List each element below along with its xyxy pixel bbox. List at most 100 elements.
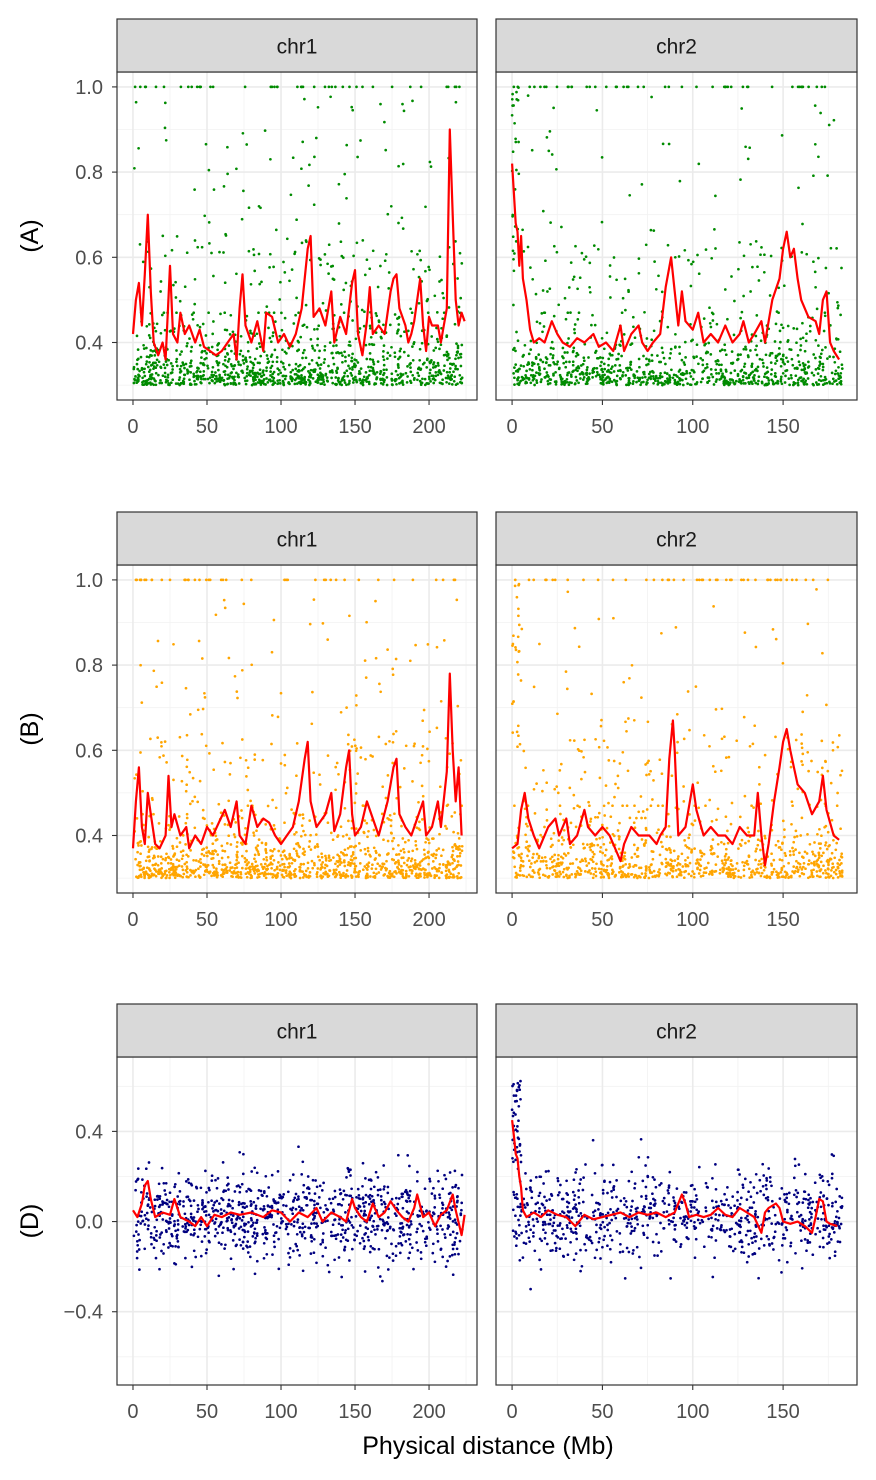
- data-point: [376, 862, 380, 866]
- data-point: [401, 872, 404, 875]
- data-point: [408, 659, 412, 663]
- data-point: [319, 363, 323, 366]
- data-point: [359, 367, 363, 370]
- data-point: [456, 344, 460, 348]
- data-point: [205, 865, 208, 869]
- data-point: [748, 146, 752, 150]
- data-point: [268, 252, 272, 256]
- data-point: [663, 85, 667, 89]
- data-point: [801, 710, 805, 714]
- data-point: [154, 874, 158, 878]
- data-point: [256, 844, 260, 847]
- data-point: [308, 819, 312, 822]
- data-point: [324, 863, 327, 867]
- data-point: [562, 867, 566, 871]
- data-point: [770, 85, 774, 89]
- data-point: [758, 859, 761, 863]
- data-point: [437, 370, 440, 374]
- data-point: [514, 871, 518, 875]
- data-point: [550, 153, 554, 156]
- data-point: [597, 617, 601, 621]
- data-point: [444, 736, 448, 740]
- data-point: [137, 146, 140, 150]
- data-point: [729, 875, 733, 879]
- data-point: [545, 863, 548, 867]
- data-point: [594, 737, 597, 741]
- data-point: [196, 245, 200, 249]
- data-point: [835, 382, 839, 386]
- data-point: [649, 769, 652, 773]
- data-point: [340, 379, 344, 382]
- data-point: [241, 843, 244, 846]
- data-point: [713, 770, 717, 774]
- data-point: [395, 796, 399, 800]
- data-point: [583, 870, 587, 873]
- data-point: [711, 85, 714, 89]
- data-point: [836, 876, 840, 879]
- data-point: [652, 779, 655, 782]
- data-point: [146, 855, 150, 859]
- data-point: [321, 861, 325, 864]
- data-point: [641, 810, 645, 813]
- data-point: [644, 865, 648, 868]
- data-point: [531, 856, 535, 859]
- data-point: [393, 378, 397, 382]
- data-point: [529, 381, 533, 385]
- data-point: [190, 870, 194, 874]
- data-point: [527, 873, 531, 877]
- data-point: [556, 712, 559, 716]
- data-point: [327, 364, 330, 368]
- data-point: [293, 833, 296, 836]
- data-point: [292, 847, 296, 851]
- data-point: [294, 867, 297, 871]
- data-point: [363, 659, 367, 662]
- data-point: [264, 849, 268, 852]
- data-point: [143, 876, 146, 880]
- data-point: [649, 863, 653, 867]
- data-point: [807, 365, 811, 368]
- data-point: [361, 382, 364, 386]
- data-point: [513, 346, 516, 350]
- data-point: [810, 871, 814, 875]
- data-point: [373, 874, 377, 878]
- data-point: [331, 838, 335, 842]
- data-point: [249, 799, 252, 803]
- data-point: [172, 778, 175, 782]
- data-point: [397, 366, 400, 369]
- data-point: [358, 862, 362, 865]
- data-point: [714, 368, 718, 372]
- data-point: [363, 847, 367, 851]
- data-point: [320, 852, 323, 856]
- data-point: [300, 374, 303, 377]
- data-point: [614, 782, 617, 786]
- data-point: [615, 383, 619, 387]
- data-point: [156, 639, 160, 643]
- data-point: [179, 85, 183, 89]
- data-point: [545, 361, 548, 364]
- data-point: [806, 377, 810, 380]
- y-tick-label: 0.4: [75, 825, 103, 847]
- data-point: [340, 254, 344, 258]
- data-point: [227, 656, 231, 660]
- data-point: [318, 773, 321, 777]
- data-point: [657, 870, 660, 874]
- data-point: [621, 804, 624, 808]
- data-point: [245, 858, 249, 862]
- data-point: [245, 849, 248, 853]
- data-point: [196, 375, 200, 379]
- data-point: [268, 336, 272, 340]
- data-point: [252, 831, 255, 835]
- data-point: [702, 852, 706, 856]
- data-point: [247, 206, 251, 210]
- data-point: [323, 344, 327, 348]
- data-point: [321, 875, 325, 878]
- data-point: [411, 849, 415, 853]
- data-point: [369, 875, 372, 878]
- data-point: [384, 868, 388, 872]
- data-point: [721, 372, 724, 376]
- data-point: [338, 859, 342, 863]
- data-point: [743, 362, 747, 366]
- data-point: [395, 872, 398, 875]
- data-point: [782, 284, 786, 288]
- data-point: [609, 856, 613, 860]
